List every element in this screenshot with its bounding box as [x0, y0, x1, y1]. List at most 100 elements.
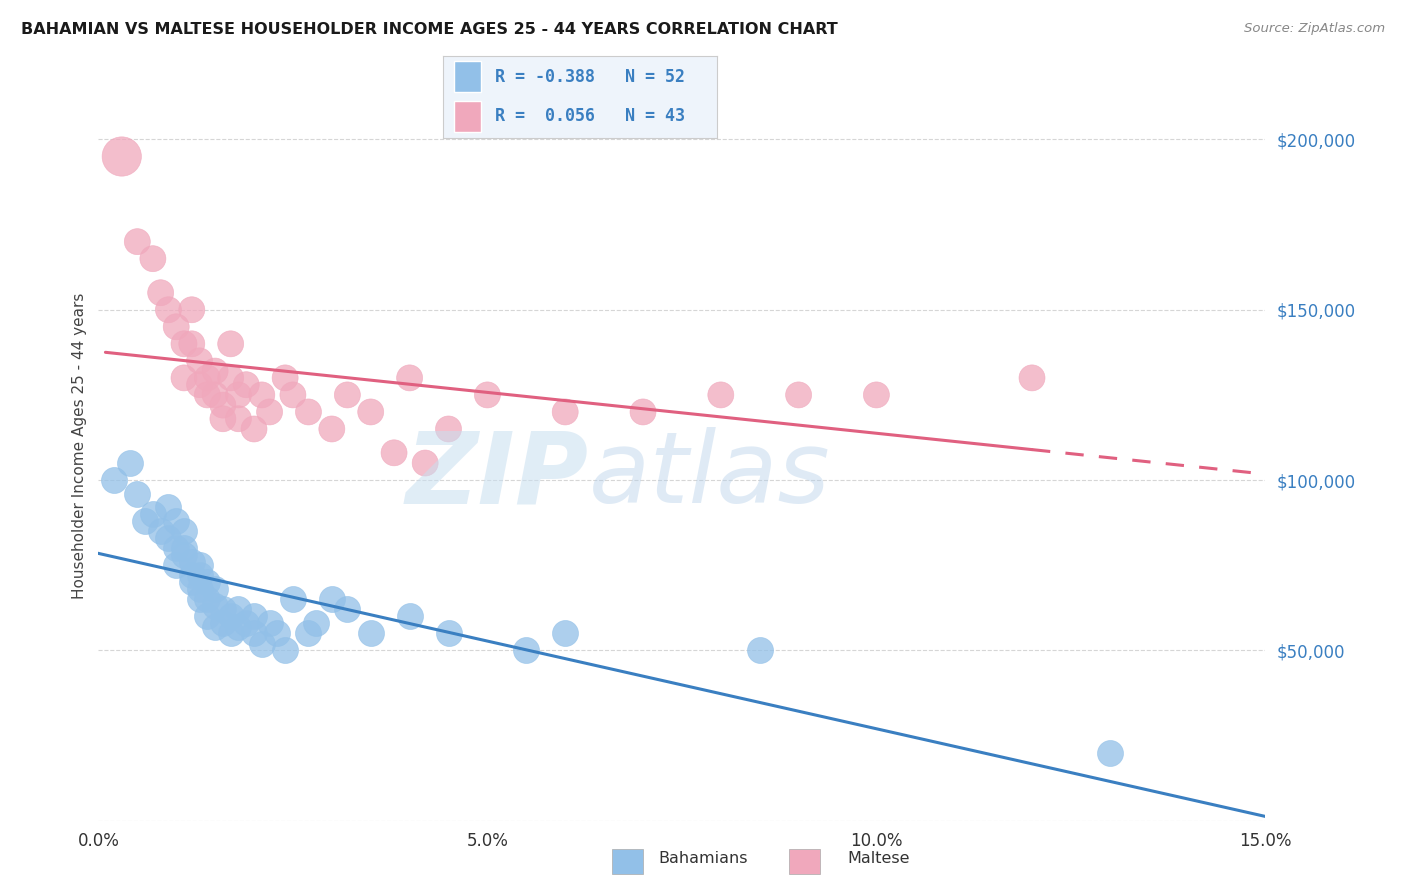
Point: [865, 388, 887, 402]
Point: [188, 568, 211, 582]
Point: [1098, 746, 1121, 760]
Point: [149, 524, 172, 538]
Point: [188, 582, 211, 596]
Point: [173, 524, 195, 538]
Point: [274, 371, 297, 385]
Point: [212, 398, 235, 412]
Point: [195, 575, 218, 590]
Point: [243, 609, 266, 624]
Point: [228, 388, 250, 402]
Point: [360, 626, 382, 640]
Point: [212, 602, 235, 616]
Point: [437, 422, 460, 436]
Point: [554, 405, 576, 419]
Point: [219, 371, 242, 385]
Point: [554, 626, 576, 640]
Point: [243, 626, 266, 640]
Text: ZIP: ZIP: [405, 427, 589, 524]
Text: Maltese: Maltese: [848, 852, 910, 866]
Point: [165, 514, 187, 528]
Point: [321, 592, 343, 607]
Point: [180, 302, 202, 317]
Point: [188, 354, 211, 368]
Point: [157, 531, 180, 545]
Text: Source: ZipAtlas.com: Source: ZipAtlas.com: [1244, 22, 1385, 36]
Point: [157, 302, 180, 317]
Text: Bahamians: Bahamians: [658, 852, 748, 866]
Point: [228, 602, 250, 616]
Point: [259, 405, 281, 419]
Point: [180, 575, 202, 590]
Point: [204, 364, 226, 378]
Point: [103, 473, 125, 487]
Point: [748, 643, 770, 657]
Point: [235, 616, 257, 631]
Point: [188, 377, 211, 392]
Point: [195, 388, 218, 402]
Point: [297, 626, 319, 640]
Point: [250, 388, 273, 402]
Point: [243, 422, 266, 436]
Point: [188, 592, 211, 607]
Point: [297, 405, 319, 419]
Point: [259, 616, 281, 631]
Point: [204, 619, 226, 633]
Point: [437, 626, 460, 640]
Point: [180, 555, 202, 569]
Text: BAHAMIAN VS MALTESE HOUSEHOLDER INCOME AGES 25 - 44 YEARS CORRELATION CHART: BAHAMIAN VS MALTESE HOUSEHOLDER INCOME A…: [21, 22, 838, 37]
Point: [274, 643, 297, 657]
Point: [515, 643, 537, 657]
Point: [360, 405, 382, 419]
Point: [219, 609, 242, 624]
Point: [710, 388, 733, 402]
Point: [228, 411, 250, 425]
Point: [398, 609, 420, 624]
Point: [204, 582, 226, 596]
Text: R =  0.056   N = 43: R = 0.056 N = 43: [495, 107, 685, 125]
Point: [165, 319, 187, 334]
Point: [173, 548, 195, 562]
Point: [212, 616, 235, 631]
Point: [188, 558, 211, 573]
FancyBboxPatch shape: [454, 62, 481, 92]
Point: [219, 336, 242, 351]
Point: [195, 592, 218, 607]
Point: [250, 636, 273, 650]
Point: [413, 456, 436, 470]
Point: [398, 371, 420, 385]
Point: [281, 388, 304, 402]
Point: [173, 336, 195, 351]
Point: [180, 336, 202, 351]
Point: [787, 388, 810, 402]
Point: [127, 486, 149, 500]
FancyBboxPatch shape: [454, 101, 481, 132]
Point: [165, 558, 187, 573]
Point: [195, 609, 218, 624]
Point: [142, 252, 165, 266]
Point: [336, 602, 359, 616]
Point: [173, 371, 195, 385]
Point: [118, 456, 141, 470]
Point: [180, 568, 202, 582]
Text: R = -0.388   N = 52: R = -0.388 N = 52: [495, 68, 685, 86]
Point: [266, 626, 288, 640]
Point: [134, 514, 156, 528]
Point: [321, 422, 343, 436]
Point: [631, 405, 654, 419]
Point: [477, 388, 499, 402]
Point: [1021, 371, 1043, 385]
Point: [382, 446, 405, 460]
Point: [149, 285, 172, 300]
Point: [336, 388, 359, 402]
Point: [142, 507, 165, 521]
Point: [305, 616, 328, 631]
Point: [127, 235, 149, 249]
Point: [165, 541, 187, 556]
Point: [173, 541, 195, 556]
Point: [212, 411, 235, 425]
Point: [228, 619, 250, 633]
Point: [111, 149, 134, 163]
Text: atlas: atlas: [589, 427, 830, 524]
Point: [281, 592, 304, 607]
Point: [204, 599, 226, 613]
